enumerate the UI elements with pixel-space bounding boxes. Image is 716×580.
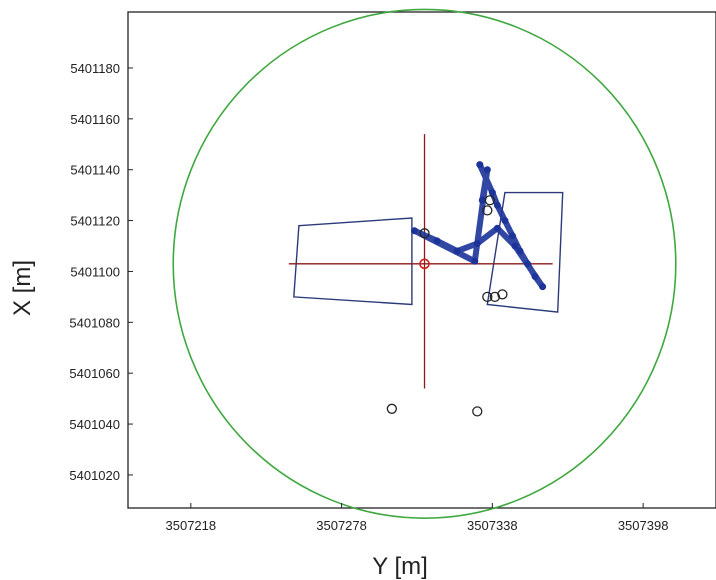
track-point (531, 273, 539, 281)
y-tick-label: 5401160 (70, 112, 120, 127)
track-point (478, 196, 486, 204)
center-marker (419, 258, 430, 270)
marker-point (484, 195, 495, 206)
track-point (433, 237, 441, 245)
track-point (493, 201, 501, 209)
x-tick-label: 3507278 (316, 518, 367, 533)
marker-point (472, 406, 483, 417)
marker-point (482, 205, 493, 216)
track-point (501, 217, 509, 225)
track-point (539, 283, 547, 291)
tick-layer: 3507218 3507278 3507338 3507398 5401020 54010… (69, 61, 668, 533)
x-axis-title: Y [m] (372, 553, 428, 580)
area-rectangle-left (293, 217, 413, 306)
markers-layer (386, 195, 508, 417)
y-tick-label: 5401080 (69, 315, 120, 330)
y-tick-label: 5401040 (69, 417, 120, 432)
track-point (488, 189, 496, 197)
track-layer (410, 161, 547, 291)
y-tick-label: 5401060 (69, 366, 120, 381)
marker-point (489, 291, 501, 303)
track-line (411, 161, 546, 290)
y-axis-title: X [m] (9, 260, 36, 316)
y-tick-label: 5401020 (69, 468, 120, 483)
y-tick-label: 5401120 (70, 214, 120, 229)
y-tick-label: 5401180 (70, 61, 120, 76)
range-circle-layer (172, 8, 677, 519)
track-point (410, 227, 418, 235)
track-point (471, 257, 479, 265)
x-tick-label: 3507398 (618, 518, 669, 533)
track-point (476, 161, 484, 169)
range-circle (172, 8, 677, 519)
track-point (524, 260, 532, 268)
marker-point (386, 403, 397, 414)
track-point (511, 242, 519, 250)
plot-frame (127, 11, 716, 509)
track-point (453, 247, 461, 255)
marker-point (497, 289, 508, 300)
area-rectangles-layer (293, 191, 564, 313)
area-rectangle-right (486, 191, 564, 313)
marker-point (419, 228, 430, 239)
y-tick-label: 5401140 (70, 163, 120, 178)
marker-point (482, 291, 493, 303)
track-point (508, 232, 516, 240)
track-point (483, 166, 491, 174)
x-tick-label: 3507218 (166, 518, 217, 533)
track-point (516, 247, 524, 255)
track-point (493, 224, 501, 232)
y-tick-label: 5401100 (70, 264, 120, 279)
x-tick-label: 3507338 (467, 518, 518, 533)
track-point (473, 239, 481, 247)
